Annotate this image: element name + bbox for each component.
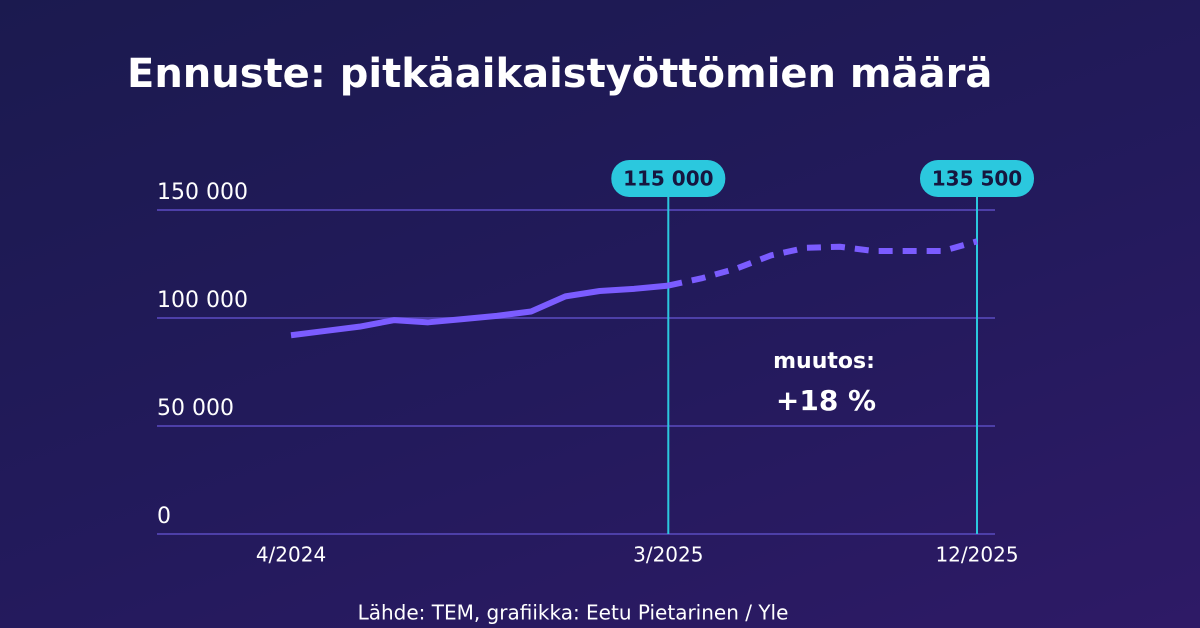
x-tick-label: 12/2025 <box>935 543 1018 567</box>
data-line <box>667 238 978 289</box>
data-line <box>290 282 669 339</box>
annotation-heading: muutos: <box>773 349 875 374</box>
x-tick-label: 3/2025 <box>633 543 703 567</box>
y-tick-label: 150 000 <box>157 180 248 205</box>
x-tick-label: 4/2024 <box>256 543 326 567</box>
callout-label: 135 500 <box>932 167 1022 191</box>
callout-box <box>920 160 1034 197</box>
callout-box <box>611 160 726 197</box>
chart-title: Ennuste: pitkäaikaistyöttömien määrä <box>127 51 992 97</box>
y-tick-label: 100 000 <box>157 288 248 313</box>
callout-label: 115 000 <box>623 167 713 191</box>
y-tick-label: 50 000 <box>157 396 234 421</box>
y-tick-label: 0 <box>157 504 171 529</box>
annotation-text: +18 % <box>776 384 876 417</box>
source: Lähde: TEM, grafiikka: Eetu Pietarinen /… <box>358 601 789 625</box>
